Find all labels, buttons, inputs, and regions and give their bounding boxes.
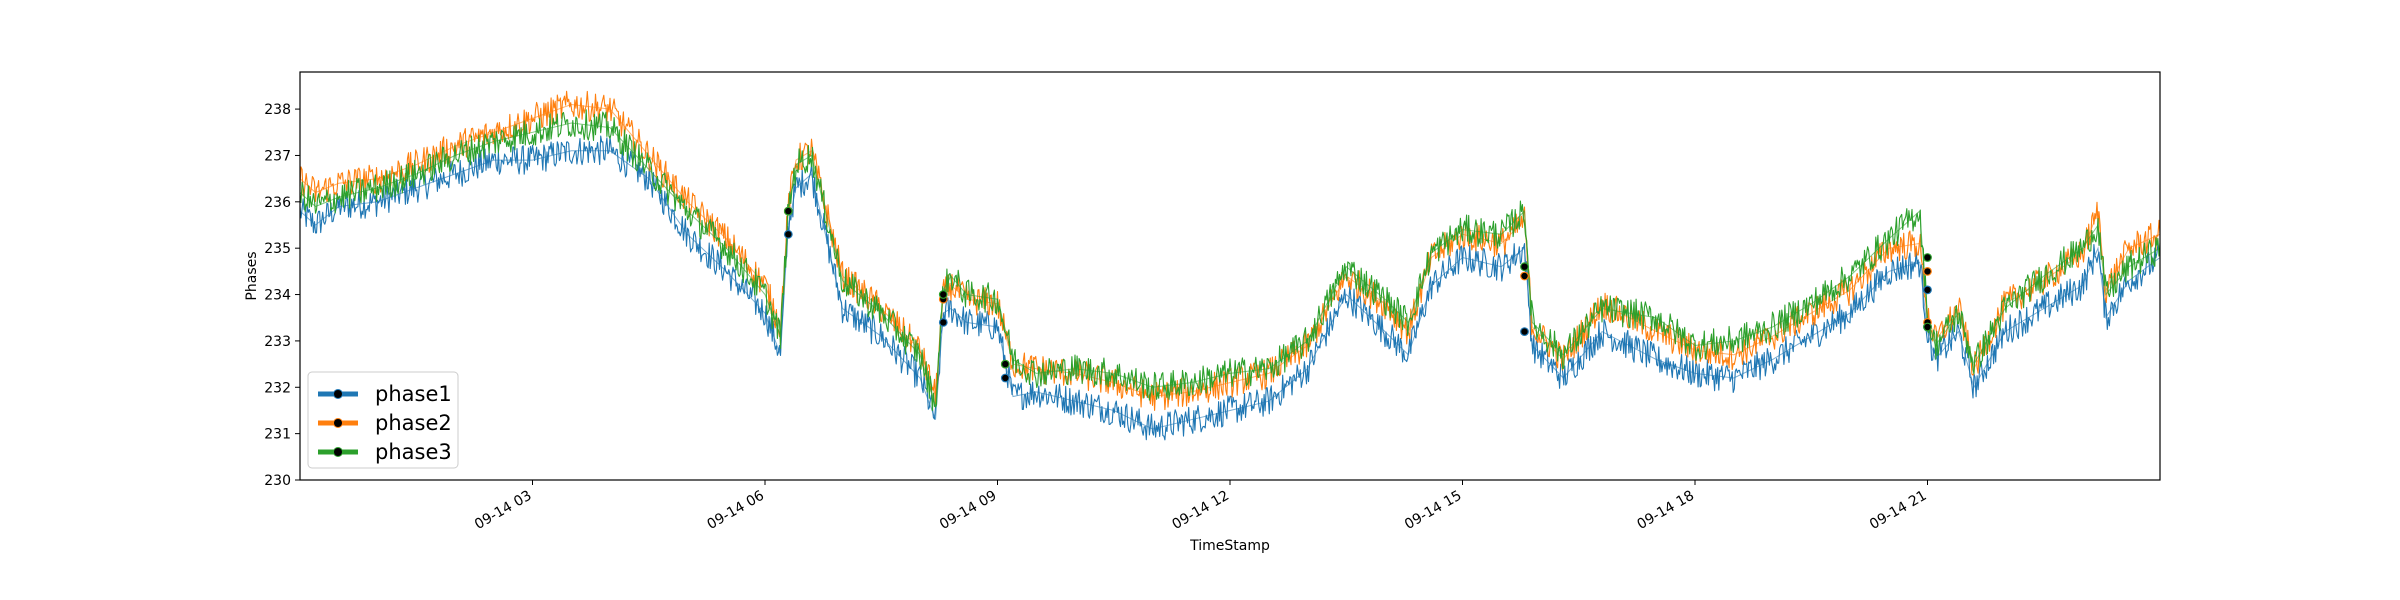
data-point-phase3 (783, 206, 793, 216)
legend-marker-phase2 (333, 418, 343, 428)
data-point-phase2 (1520, 271, 1529, 281)
y-tick-label: 234 (264, 288, 291, 304)
y-tick-label: 232 (264, 380, 291, 396)
data-point-phase1 (783, 229, 793, 239)
series-line-phase3 (299, 109, 2161, 412)
legend-label-phase1: phase1 (375, 382, 452, 406)
data-point-phase3 (1520, 262, 1529, 272)
x-axis-label: TimeStamp (1189, 538, 1270, 554)
y-tick-label: 230 (264, 473, 291, 489)
data-point-phase3 (1923, 322, 1932, 332)
y-tick-label: 237 (264, 148, 291, 164)
y-axis: 230 231 232 233 234 235 236 237 238 (264, 102, 300, 489)
series-line-phase2 (299, 90, 2161, 411)
legend-label-phase3: phase3 (375, 440, 452, 464)
legend-label-phase2: phase2 (375, 411, 452, 435)
data-point-phase1 (938, 318, 948, 327)
y-tick-label: 236 (264, 195, 291, 211)
marker-layer (783, 206, 1932, 383)
legend-marker-phase3 (333, 447, 343, 457)
data-point-phase3 (938, 290, 948, 299)
y-tick-label: 235 (264, 241, 291, 257)
data-point-phase2 (1923, 267, 1932, 276)
legend: phase1 phase2 phase3 (307, 371, 459, 469)
data-point-phase1 (1000, 373, 1010, 383)
series-layer (299, 90, 2161, 441)
data-point-phase3 (1000, 359, 1010, 369)
y-tick-label: 238 (264, 102, 291, 118)
legend-marker-phase1 (333, 389, 343, 399)
data-point-phase3 (1923, 253, 1932, 262)
data-point-phase1 (1923, 285, 1932, 295)
data-point-phase1 (1520, 327, 1529, 337)
y-axis-label: Phases (244, 251, 260, 300)
y-tick-label: 233 (264, 334, 291, 350)
y-tick-label: 231 (264, 427, 291, 443)
series-phase3 (299, 109, 2161, 412)
